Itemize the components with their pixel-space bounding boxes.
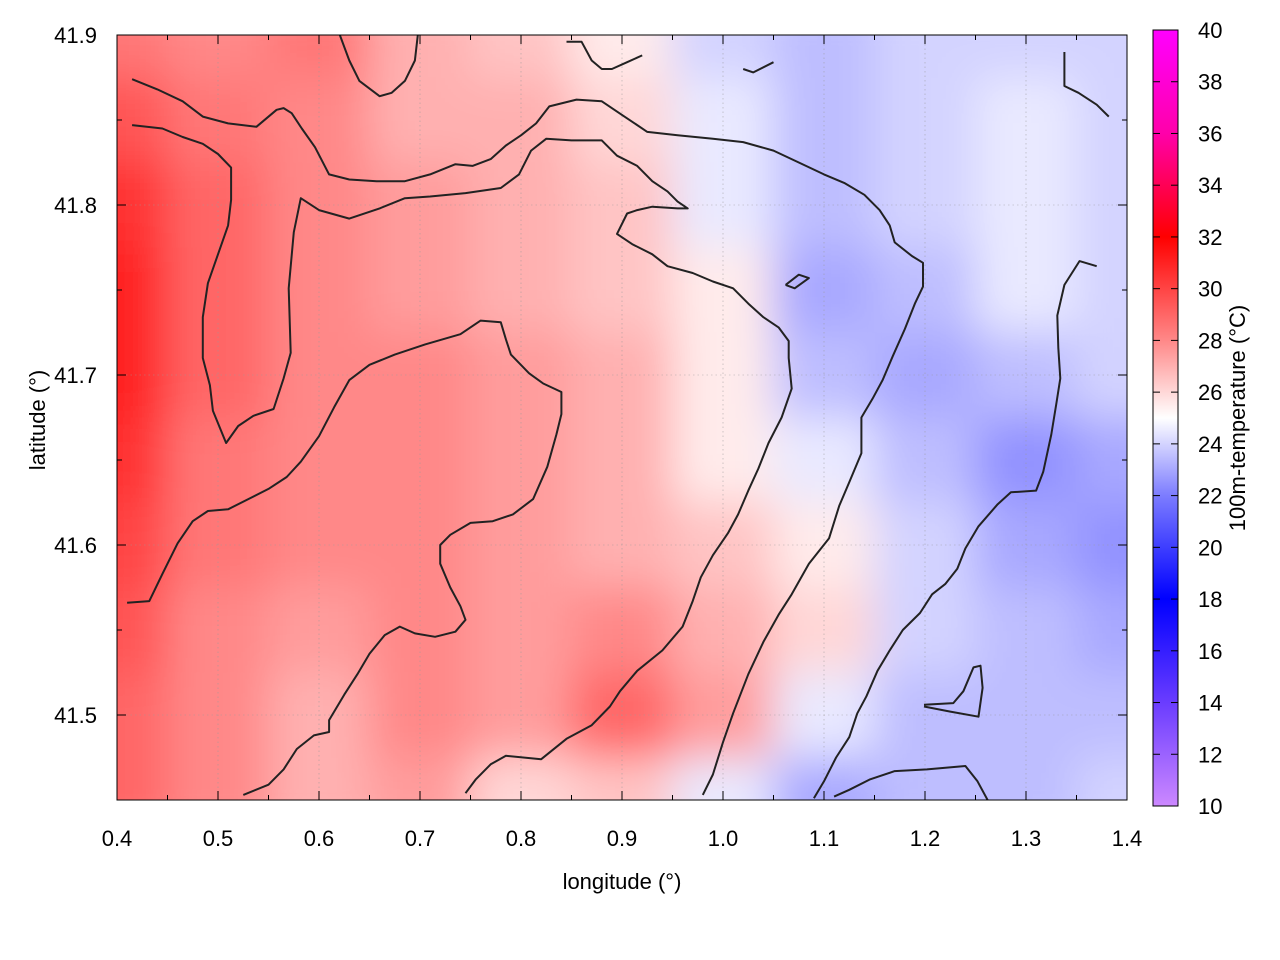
colorbar-tick-label: 38 xyxy=(1198,70,1222,95)
colorbar-tick-label: 22 xyxy=(1198,484,1222,509)
field-cell xyxy=(117,417,168,503)
field-cell xyxy=(874,247,976,333)
contour-line xyxy=(338,35,419,98)
colorbar-tick-label: 14 xyxy=(1198,691,1222,716)
x-tick-label: 0.9 xyxy=(607,826,638,851)
colorbar-tick-label: 10 xyxy=(1198,794,1222,819)
x-tick-label: 0.6 xyxy=(304,826,335,851)
colorbar-tick-label: 28 xyxy=(1198,328,1222,353)
field-cell xyxy=(117,757,168,800)
colorbar-tick-label: 32 xyxy=(1198,225,1222,250)
colorbar-tick-labels: 10 12 14 16 18 20 22 24 26 28 30 32 34 36 38 40 xyxy=(1198,18,1222,819)
colorbar-tick-label: 12 xyxy=(1198,742,1222,767)
field-cell xyxy=(1076,35,1127,78)
contour-line xyxy=(127,319,563,796)
colorbar-tick-label: 34 xyxy=(1198,173,1222,198)
y-tick-label: 41.9 xyxy=(54,23,97,48)
y-tick-label: 41.7 xyxy=(54,363,97,388)
x-tick-label: 0.4 xyxy=(102,826,133,851)
contour-line xyxy=(923,664,984,718)
contour-line xyxy=(784,273,810,290)
contour-line xyxy=(131,78,924,796)
y-tick-label: 41.8 xyxy=(54,193,97,218)
field-cell xyxy=(117,247,168,333)
field-cell xyxy=(773,247,875,333)
field-cell xyxy=(1076,417,1127,503)
x-tick-label: 1.3 xyxy=(1011,826,1042,851)
y-tick-label: 41.6 xyxy=(54,533,97,558)
x-tick-label: 0.5 xyxy=(203,826,234,851)
field-cell xyxy=(1076,757,1127,800)
y-axis-tick-labels: 41.5 41.6 41.7 41.8 41.9 xyxy=(54,23,97,728)
colorbar-tick-label: 16 xyxy=(1198,639,1222,664)
x-axis-title: longitude (°) xyxy=(563,869,682,894)
colorbar-tick-label: 40 xyxy=(1198,18,1222,43)
field-cell xyxy=(369,247,471,333)
x-tick-label: 1.2 xyxy=(910,826,941,851)
field-cell xyxy=(117,35,168,78)
x-tick-label: 1.1 xyxy=(809,826,840,851)
x-tick-label: 1.4 xyxy=(1112,826,1143,851)
contour-line xyxy=(1063,52,1110,118)
colorbar-title: 100m-temperature (°C) xyxy=(1225,305,1250,531)
x-tick-label: 1.0 xyxy=(708,826,739,851)
contour-lines xyxy=(127,35,1110,800)
colorbar xyxy=(1152,29,1179,807)
field-cell xyxy=(268,247,370,333)
x-tick-label: 0.7 xyxy=(405,826,436,851)
y-tick-label: 41.5 xyxy=(54,703,97,728)
contour-line xyxy=(742,61,774,74)
axis-ticks xyxy=(116,34,1128,801)
x-tick-label: 0.8 xyxy=(506,826,537,851)
y-axis-title: latitude (°) xyxy=(25,370,50,471)
colorbar-tick-label: 24 xyxy=(1198,432,1222,457)
field-cell xyxy=(470,247,572,333)
field-cell xyxy=(117,77,168,163)
contour-line xyxy=(566,40,643,70)
colorbar-ticks xyxy=(1153,29,1178,807)
x-axis-tick-labels: 0.4 0.5 0.6 0.7 0.8 0.9 1.0 1.1 1.2 1.3 1.4 xyxy=(102,826,1143,851)
colorbar-tick-label: 30 xyxy=(1198,277,1222,302)
field-cell xyxy=(571,247,673,333)
contour-line xyxy=(813,260,1097,799)
colorbar-tick-label: 36 xyxy=(1198,121,1222,146)
colorbar-tick-label: 26 xyxy=(1198,380,1222,405)
field-cell xyxy=(672,247,774,333)
contour-line xyxy=(131,124,793,794)
contour-line xyxy=(833,765,989,800)
field-cell xyxy=(1076,77,1127,163)
colorbar-tick-label: 20 xyxy=(1198,535,1222,560)
field-cell xyxy=(167,247,269,333)
colorbar-tick-label: 18 xyxy=(1198,587,1222,612)
field-cell xyxy=(975,247,1077,333)
field-cell xyxy=(1076,587,1127,673)
